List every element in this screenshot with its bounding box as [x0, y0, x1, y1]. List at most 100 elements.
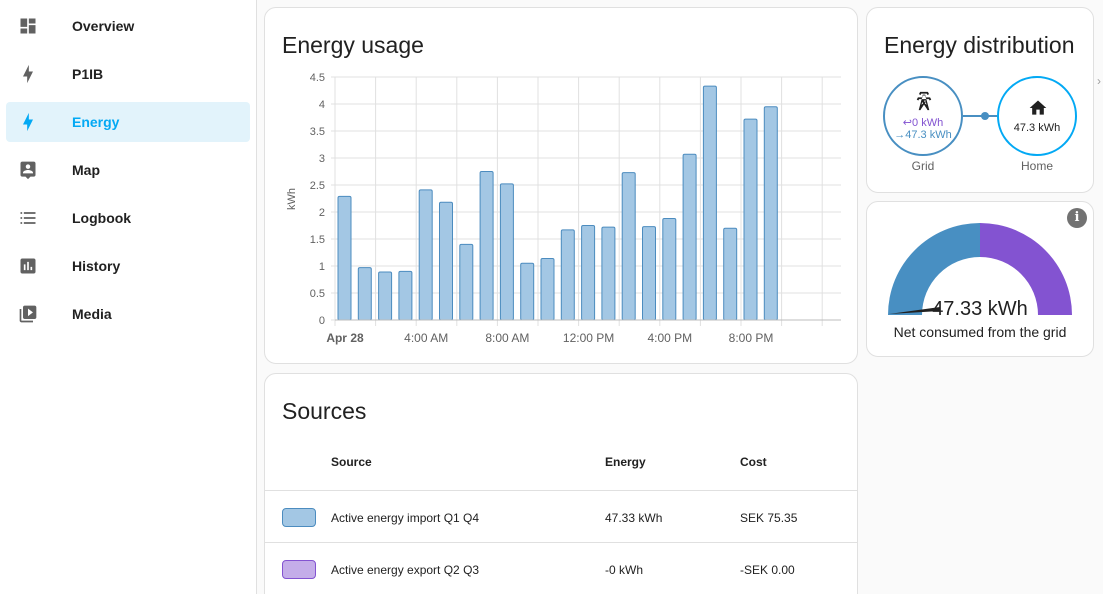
source-cost: -SEK 0.00 [740, 563, 795, 577]
chart-bar [418, 189, 433, 321]
sidebar-item-overview[interactable]: Overview [6, 6, 250, 46]
sidebar-item-label: Energy [72, 114, 120, 130]
chart-bar [337, 195, 352, 321]
grid-label: Grid [911, 159, 935, 173]
column-header-energy: Energy [605, 455, 646, 469]
home-icon [1029, 100, 1047, 115]
y-axis-label: kWh [286, 188, 298, 210]
dashboard-icon [20, 18, 36, 34]
y-tick-label: 1.5 [310, 234, 325, 246]
x-tick-label: 4:00 PM [647, 331, 692, 345]
grid-to-home-flow-line [963, 115, 997, 117]
sidebar: Overview P1IB Energy Map Logbook History… [0, 0, 257, 594]
chart-bar [601, 226, 616, 321]
x-tick-label: 8:00 PM [729, 331, 774, 345]
x-tick-label: 8:00 AM [485, 331, 529, 345]
x-tick-label: 4:00 AM [404, 331, 448, 345]
source-color-swatch [282, 508, 316, 527]
chart-bar [702, 85, 717, 321]
chart-bar [378, 271, 393, 321]
sources-card: Sources Source Energy Cost Active energy… [264, 373, 858, 594]
chart-bar [398, 270, 413, 321]
sidebar-item-map[interactable]: Map [6, 150, 250, 190]
chart-bar [682, 153, 697, 321]
card-title: Energy usage [282, 32, 424, 58]
chart-bar [763, 106, 778, 321]
source-energy: -0 kWh [605, 563, 644, 577]
home-label: Home [1020, 159, 1053, 173]
sidebar-item-label: Media [72, 306, 112, 322]
source-energy: 47.33 kWh [605, 511, 663, 525]
grid-consumed-text: 47.3 kWh [905, 129, 952, 141]
gauge-value: 47.33 kWh [932, 298, 1028, 320]
source-color-swatch [282, 560, 316, 579]
chart-bar [560, 229, 575, 321]
chart-bar [439, 201, 453, 321]
sidebar-item-label: Map [72, 162, 100, 178]
source-name: Active energy export Q2 Q3 [331, 563, 480, 577]
scroll-indicator-icon: › [1097, 74, 1101, 88]
y-tick-label: 4 [319, 99, 325, 111]
column-header-cost: Cost [740, 455, 767, 469]
grid-returned-text: 0 kWh [912, 117, 944, 129]
y-tick-label: 0.5 [310, 288, 325, 300]
y-tick-label: 0 [319, 315, 325, 327]
map-person-icon [20, 161, 36, 180]
y-tick-label: 3 [319, 153, 325, 165]
play-box-multiple-icon [19, 305, 37, 323]
format-list-bulleted-icon [20, 212, 36, 224]
chart-bar [520, 262, 535, 321]
table-row: Active energy import Q1 Q4 47.33 kWh SEK… [265, 490, 857, 542]
energy-usage-chart: 0 0.5 1 1.5 2 2.5 3 3.5 4 4.5 kWh Apr 28 4:00 AM 8:00… [286, 72, 841, 345]
sidebar-item-label: P1IB [72, 66, 104, 82]
sidebar-item-p1ib[interactable]: P1IB [6, 54, 250, 94]
sidebar-item-logbook[interactable]: Logbook [6, 198, 250, 238]
sidebar-item-label: Overview [72, 18, 135, 34]
source-name: Active energy import Q1 Q4 [331, 511, 480, 525]
table-row: Active energy export Q2 Q3 -0 kWh -SEK 0… [265, 542, 857, 594]
y-tick-label: 2 [319, 207, 325, 219]
sidebar-item-label: History [72, 258, 121, 274]
chart-bar [479, 171, 494, 321]
chart-bar [743, 118, 758, 321]
gauge-returned-segment [980, 223, 1072, 315]
sidebar-item-history[interactable]: History [6, 246, 250, 286]
sidebar-item-label: Logbook [72, 210, 132, 226]
gauge-label: Net consumed from the grid [893, 324, 1067, 340]
card-title: Energy distribution [884, 32, 1075, 58]
x-tick-label: 12:00 PM [563, 331, 614, 345]
chart-bar [621, 172, 636, 321]
sidebar-item-media[interactable]: Media [6, 294, 250, 334]
info-icon[interactable]: i [1067, 208, 1087, 228]
transmission-tower-icon [916, 91, 932, 111]
home-circle[interactable]: 47.3 kWh [997, 76, 1077, 156]
lightning-bolt-icon [23, 112, 33, 132]
y-tick-label: 1 [319, 261, 325, 273]
chart-bar [499, 183, 514, 321]
grid-circle[interactable]: ↩0 kWh →47.3 kWh [883, 76, 963, 156]
home-value: 47.3 kWh [1013, 122, 1061, 134]
column-header-source: Source [331, 455, 372, 469]
chart-bar [357, 267, 372, 321]
y-tick-label: 4.5 [310, 72, 325, 84]
chart-bar [723, 227, 738, 321]
grid-consumed-value: →47.3 kWh [894, 129, 952, 141]
gauge-consumed-segment [888, 223, 980, 315]
chart-bar [459, 243, 474, 321]
x-tick-label: Apr 28 [326, 331, 364, 345]
sidebar-item-energy[interactable]: Energy [6, 102, 250, 142]
chart-bar [581, 225, 596, 321]
chart-bar [642, 226, 656, 321]
grid-returned-value: ↩0 kWh [902, 117, 944, 129]
chart-bar [540, 257, 555, 321]
chart-box-icon [20, 258, 36, 274]
card-title: Sources [282, 398, 367, 424]
gauge-needle [889, 307, 940, 314]
chart-bar [662, 217, 677, 321]
lightning-bolt-icon [23, 64, 33, 84]
energy-usage-card: Energy usage 0 0.5 1 1.5 2 2.5 3 3.5 4 4.5 kWh Apr … [264, 7, 858, 364]
grid-neutrality-gauge-card: i 47.33 kWh Net consumed from the grid [866, 201, 1094, 357]
flow-dot [981, 112, 989, 120]
energy-distribution-card: Energy distribution ↩0 kWh →47.3 kWh Gri… [866, 7, 1094, 193]
source-cost: SEK 75.35 [740, 511, 798, 525]
